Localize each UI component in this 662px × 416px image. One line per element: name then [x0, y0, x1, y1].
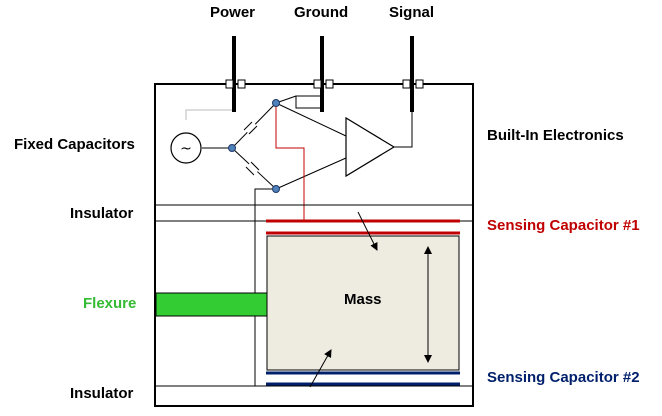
mass-lead-wire	[254, 188, 276, 386]
bridge-wire-lr	[275, 157, 347, 190]
flexure-label: Flexure	[83, 295, 137, 312]
sensing-wire-red	[275, 103, 305, 220]
output-wire	[394, 88, 413, 148]
insulator-bottom-label: Insulator	[70, 385, 134, 402]
ground-loop	[295, 95, 322, 109]
fixed-capacitor-upper	[243, 121, 258, 135]
bridge-wire-ur	[275, 102, 347, 137]
insulator-top-label: Insulator	[70, 205, 134, 222]
sensing-capacitor-1-pointer	[357, 211, 378, 251]
fixed-capacitor-lower	[245, 161, 260, 176]
ac-source-symbol: ~	[180, 141, 192, 157]
sensing-capacitor-2-label: Sensing Capacitor #2	[487, 369, 640, 386]
amplifier-triangle	[345, 116, 396, 178]
ground-pin	[313, 36, 334, 112]
sensing-capacitor-2-pointer	[309, 349, 332, 388]
mass-label: Mass	[344, 291, 382, 308]
sensing-capacitor-1-label: Sensing Capacitor #1	[487, 217, 640, 234]
flexure-beam	[155, 292, 268, 317]
node-left	[228, 144, 236, 152]
power-wire	[185, 109, 232, 120]
power-label: Power	[210, 4, 256, 21]
ac-source	[170, 132, 202, 164]
insulator-top-layer	[155, 204, 473, 222]
signal-pin	[402, 36, 424, 112]
proof-mass	[266, 235, 460, 371]
built-in-electronics-label: Built-In Electronics	[487, 127, 624, 144]
power-pin	[225, 36, 246, 112]
signal-label: Signal	[389, 4, 435, 21]
ground-label: Ground	[294, 4, 349, 21]
fixed-capacitors-label: Fixed Capacitors	[14, 136, 135, 153]
node-top	[272, 99, 280, 107]
node-bottom	[272, 185, 280, 193]
